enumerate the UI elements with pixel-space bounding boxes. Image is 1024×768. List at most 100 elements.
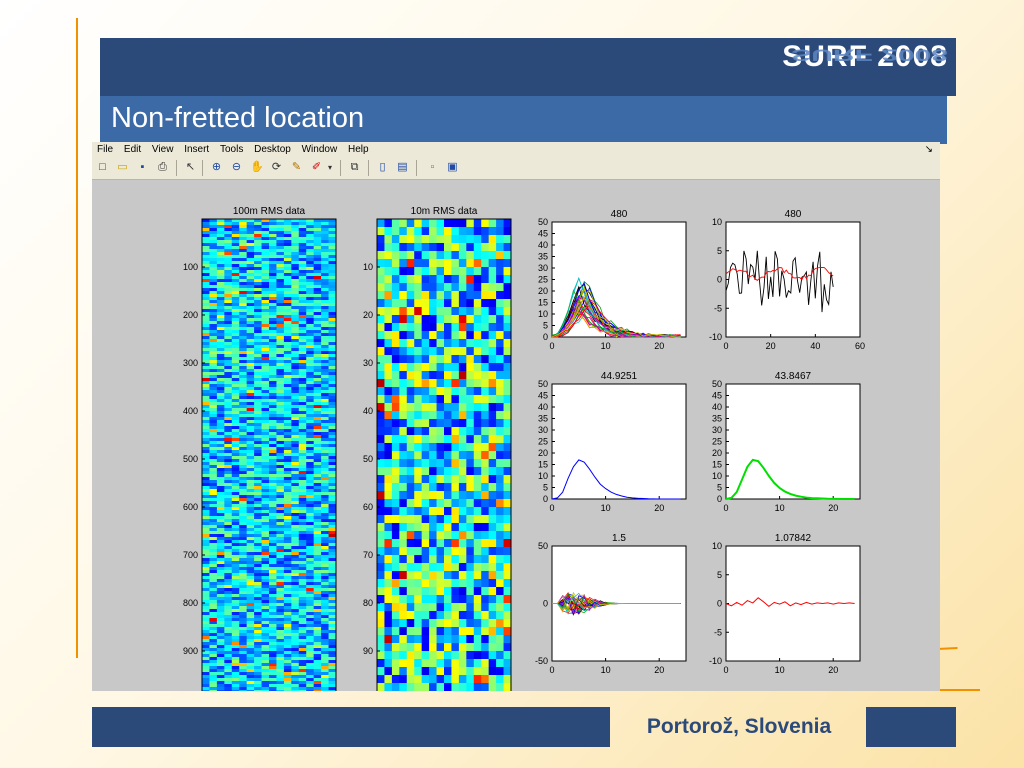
menu-edit[interactable]: Edit	[123, 144, 142, 155]
heatmap-cell	[391, 379, 400, 388]
menu-window[interactable]: Window	[301, 144, 338, 155]
pan-icon[interactable]: ✋	[250, 161, 264, 173]
heatmap-cell	[209, 468, 218, 472]
heatmap-cell	[283, 624, 292, 628]
heatmap-cell	[209, 267, 218, 271]
heatmap-cell	[291, 579, 300, 583]
heatmap-cell	[328, 240, 337, 244]
heatmap-cell	[429, 371, 437, 380]
heatmap-cell	[224, 516, 233, 520]
heatmap-cell	[313, 465, 322, 469]
heatmap-cell	[291, 687, 300, 691]
heatmap-cell	[231, 357, 240, 361]
menu-insert[interactable]: Insert	[184, 144, 210, 155]
heatmap-cell	[291, 477, 300, 481]
heatmap-cell	[313, 621, 322, 625]
x-tick-label: 40	[810, 341, 820, 351]
data-cursor-icon[interactable]: ✎	[291, 161, 302, 173]
brush-icon[interactable]: ✐	[311, 161, 322, 173]
link-icon[interactable]: ⧉	[350, 161, 359, 173]
heatmap-cell	[451, 299, 460, 308]
heatmap-cell	[298, 339, 307, 343]
zoom-in-icon[interactable]: ⊕	[211, 161, 222, 173]
heatmap-cell	[298, 612, 307, 616]
open-file-icon[interactable]: ▭	[117, 161, 128, 173]
heatmap-cell	[283, 525, 292, 529]
heatmap-cell	[306, 513, 314, 517]
legend-icon[interactable]: ▤	[397, 161, 408, 173]
heatmap-cell	[269, 354, 277, 358]
heatmap-cell	[231, 339, 240, 343]
heatmap-cell	[399, 683, 408, 691]
heatmap-cell	[269, 294, 277, 298]
heatmap-cell	[298, 375, 307, 379]
heatmap-cell	[283, 231, 292, 235]
show-plot-tools-icon[interactable]: ▣	[447, 161, 458, 173]
pointer-icon[interactable]: ↖	[185, 161, 196, 173]
new-file-icon[interactable]: □	[99, 161, 106, 173]
heatmap-cell	[328, 591, 337, 595]
heatmap-cell	[481, 467, 489, 476]
heatmap-cell	[321, 327, 329, 331]
heatmap-cell	[436, 507, 445, 516]
heatmap-cell	[261, 507, 270, 511]
heatmap-cell	[328, 273, 337, 277]
menu-view[interactable]: View	[151, 144, 174, 155]
heatmap-cell	[209, 513, 218, 517]
heatmap-cell	[224, 288, 233, 292]
heatmap-cell	[231, 432, 240, 436]
heatmap-cell	[246, 243, 255, 247]
heatmap-cell	[216, 327, 225, 331]
print-icon[interactable]: ⎙	[158, 161, 167, 173]
heatmap-cell	[421, 323, 430, 332]
chart-title: 480	[785, 209, 802, 220]
heatmap-cell	[473, 683, 482, 691]
save-icon[interactable]: ▪	[140, 161, 145, 173]
toolbar-separator	[340, 160, 341, 176]
heatmap-cell	[269, 399, 277, 403]
heatmap-cell	[328, 282, 337, 286]
heatmap-cell	[254, 264, 262, 268]
menu-help[interactable]: Help	[347, 144, 369, 155]
menu-file[interactable]: File	[97, 144, 114, 155]
heatmap-cell	[291, 606, 300, 610]
heatmap-cell	[276, 552, 285, 556]
heatmap-cell	[216, 645, 225, 649]
heatmap-cell	[291, 564, 300, 568]
heatmap-cell	[209, 576, 218, 580]
heatmap-cell	[306, 684, 314, 688]
colorbar-icon[interactable]: ▯	[379, 161, 386, 173]
heatmap-cell	[496, 339, 504, 348]
heatmap-cell	[298, 462, 307, 466]
menu-desktop[interactable]: Desktop	[254, 144, 291, 155]
heatmap-cell	[313, 588, 322, 592]
rotate-icon[interactable]: ⟳	[271, 161, 282, 173]
heatmap-cell	[276, 441, 285, 445]
menu-tools[interactable]: Tools	[220, 144, 244, 155]
zoom-out-icon[interactable]: ⊖	[231, 161, 242, 173]
heatmap-cell	[231, 417, 240, 421]
heatmap-cell	[224, 300, 233, 304]
heatmap-cell	[269, 618, 277, 622]
heatmap-cell	[224, 495, 233, 499]
heatmap-cell	[429, 235, 437, 244]
heatmap-cell	[216, 660, 225, 664]
heatmap-cell	[481, 539, 489, 548]
heatmap-cell	[224, 462, 233, 466]
heatmap-cell	[321, 444, 329, 448]
hide-plot-tools-icon[interactable]: ▫	[430, 161, 435, 173]
brush-dropdown-icon[interactable]: ▾	[327, 163, 332, 172]
heatmap-cell	[306, 498, 314, 502]
heatmap-cell	[254, 276, 262, 280]
heatmap-cell	[321, 249, 329, 253]
heatmap-cell	[239, 315, 247, 319]
heatmap-cell	[436, 459, 445, 468]
heatmap-cell	[269, 435, 277, 439]
dock-arrow-icon[interactable]: ↘	[924, 144, 933, 155]
heatmap-cell	[444, 467, 452, 476]
heatmap-cell	[246, 264, 255, 268]
heatmap-cell	[328, 552, 337, 556]
heatmap-cell	[298, 591, 307, 595]
heatmap-cell	[391, 499, 400, 508]
heatmap-cell	[216, 372, 225, 376]
